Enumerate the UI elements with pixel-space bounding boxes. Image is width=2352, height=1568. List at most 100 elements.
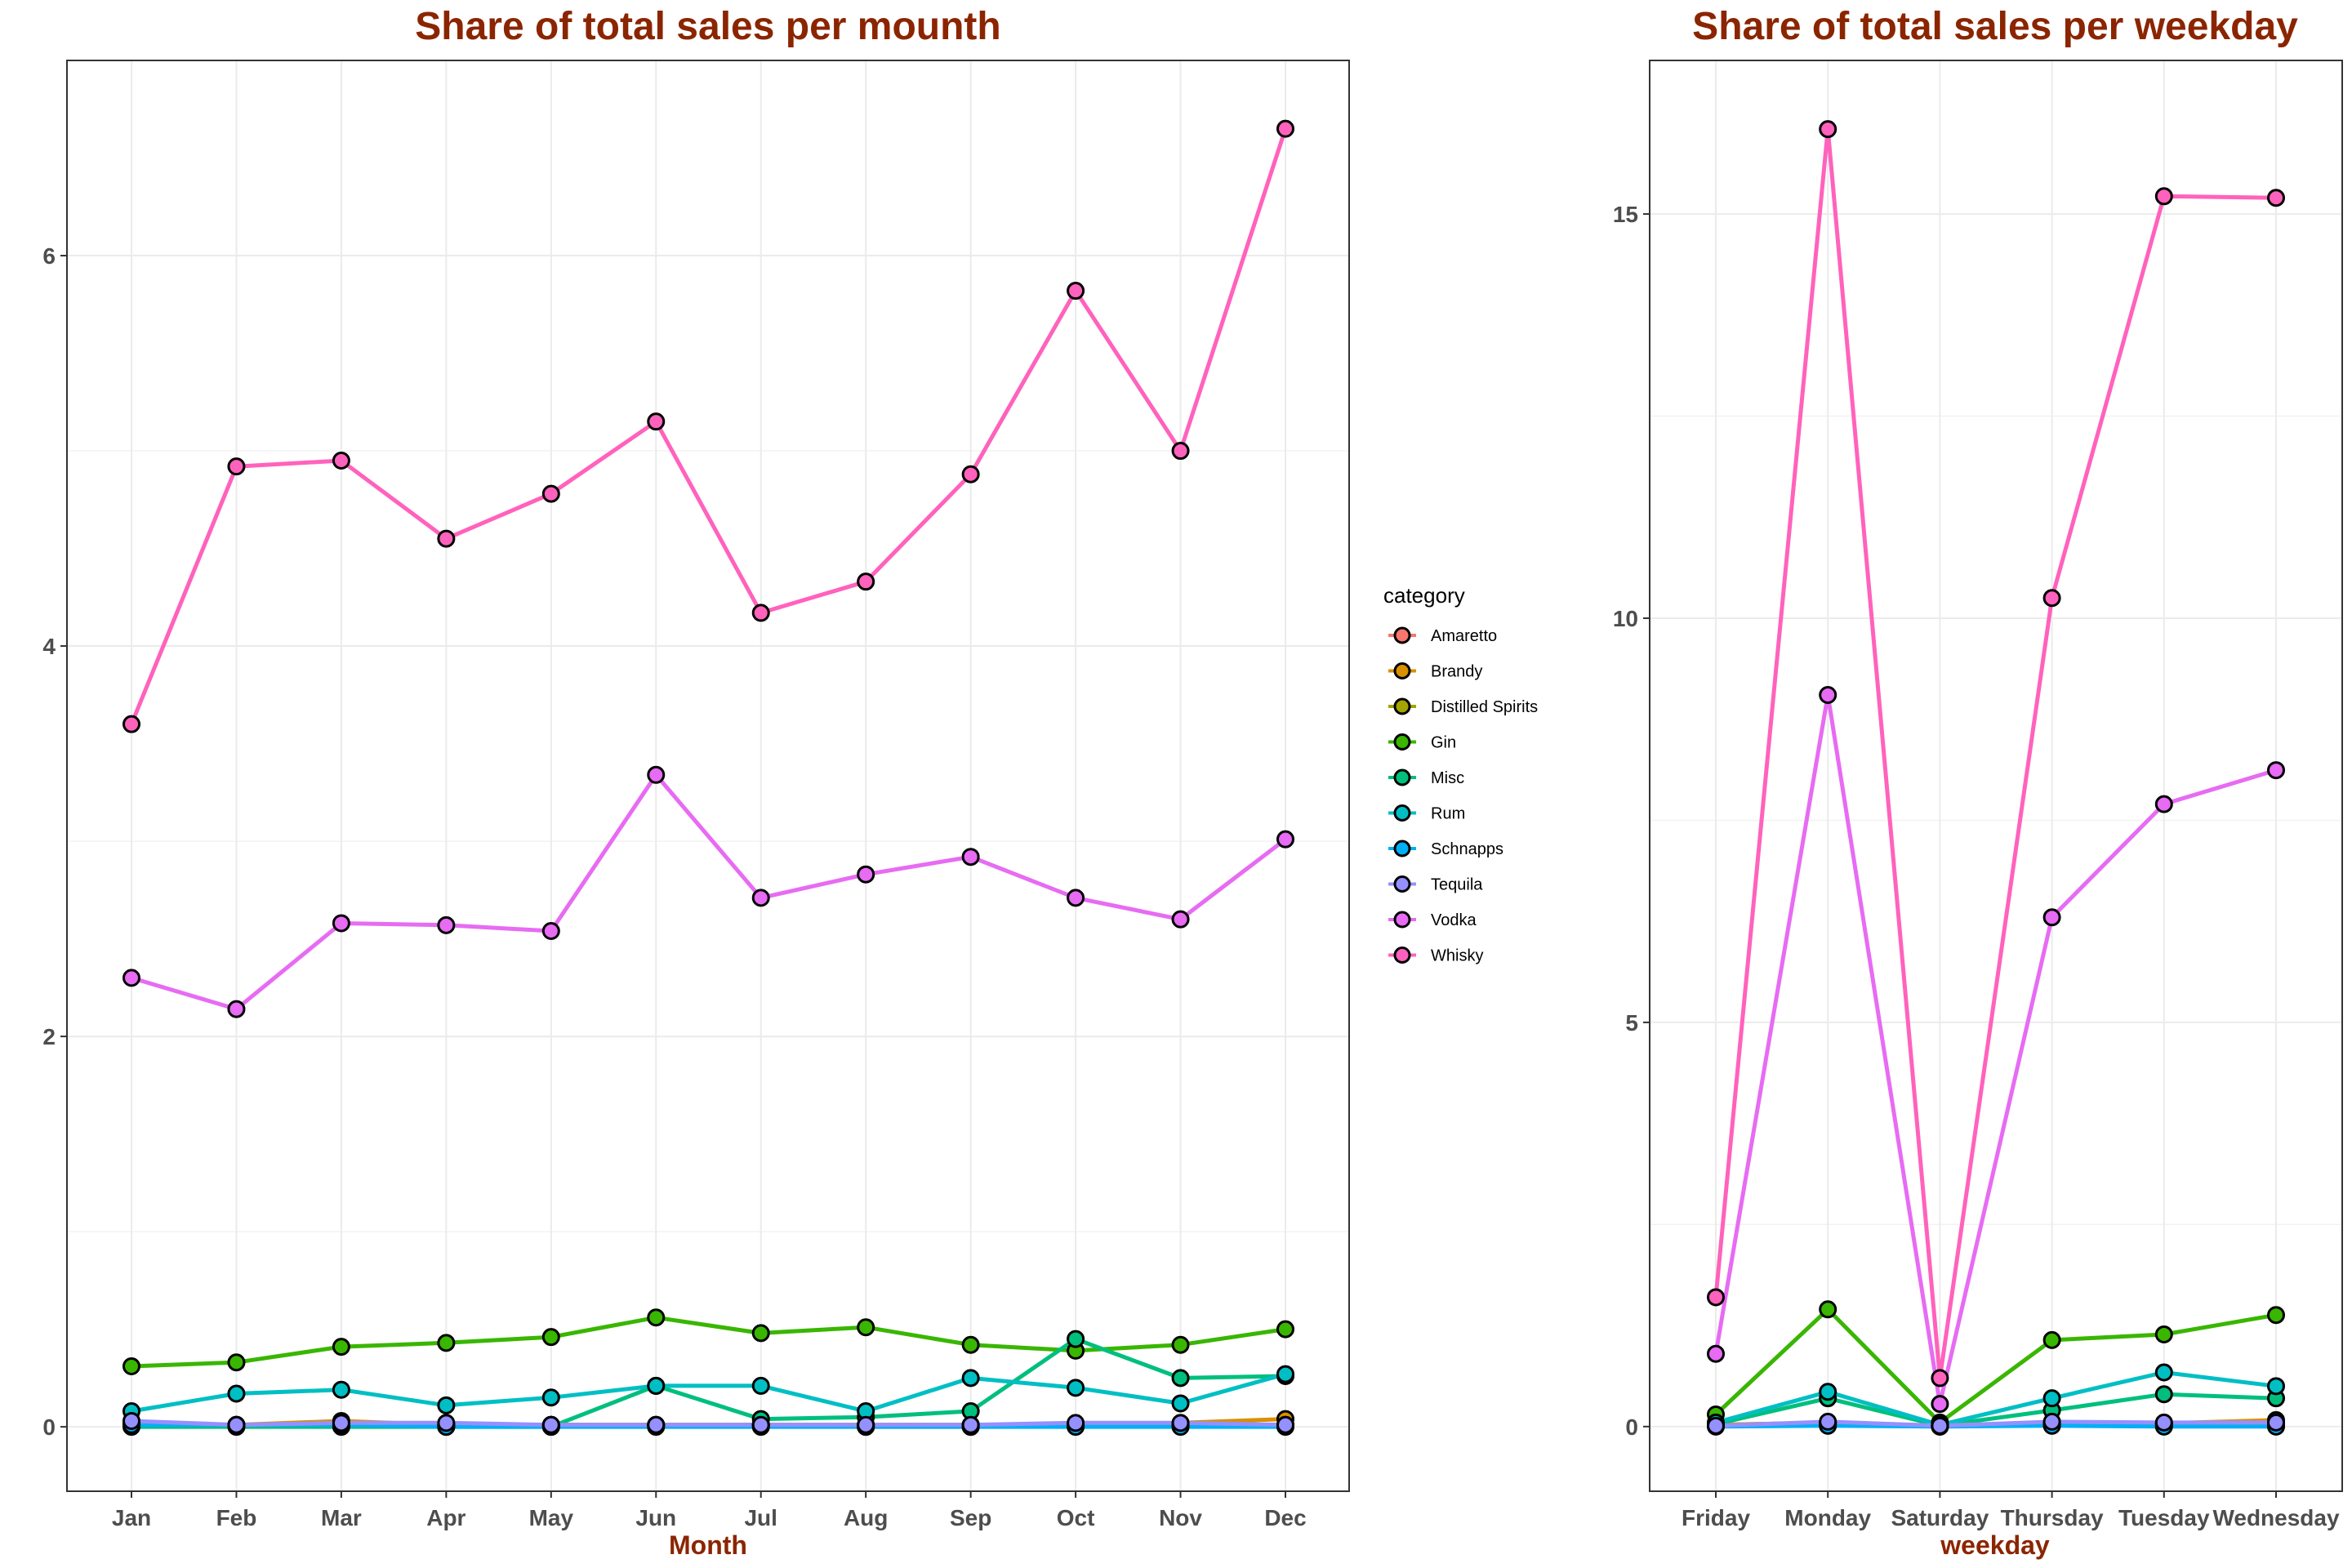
data-point-gin <box>541 1328 560 1347</box>
data-point-whisky <box>1276 119 1294 138</box>
data-point-tequila <box>1067 1414 1085 1432</box>
data-point-whisky <box>1707 1288 1725 1307</box>
data-point-gin <box>227 1353 246 1372</box>
data-point-whisky <box>541 484 560 503</box>
data-point-whisky <box>1067 282 1085 301</box>
legend-item-schnapps: Schnapps <box>1388 840 1503 858</box>
series-lines-monthly <box>129 127 1288 1429</box>
data-point-whisky <box>1819 120 1838 139</box>
data-point-whisky <box>227 457 246 476</box>
y-axis-monthly: 0 2 4 6 <box>42 243 67 1440</box>
data-point-gin <box>751 1324 770 1343</box>
x-axis-label-weekday: weekday <box>1940 1530 2050 1560</box>
legend-item-rum: Rum <box>1388 804 1465 823</box>
data-point-vodka <box>647 765 666 784</box>
x-axis-monthly: Jan Feb Mar Apr May Jun Jul Aug Sep Oct Nov Dec <box>112 1491 1307 1530</box>
data-point-tequila <box>1276 1415 1294 1434</box>
data-point-whisky <box>1171 442 1190 461</box>
data-point-tequila <box>2042 1412 2061 1431</box>
data-point-rum <box>2154 1363 2173 1382</box>
x-tick-label: Friday <box>1682 1505 1750 1530</box>
data-point-rum <box>541 1388 560 1407</box>
data-point-gin <box>437 1334 456 1352</box>
data-point-whisky <box>751 604 770 622</box>
data-point-gin <box>1276 1320 1294 1339</box>
legend-marker <box>1393 768 1411 786</box>
series-line-gin <box>131 1315 1286 1369</box>
series-points-monthly <box>122 119 1294 1437</box>
y-axis-weekday: 0 5 10 15 <box>1613 202 1650 1440</box>
x-tick-label: Monday <box>1784 1505 1871 1530</box>
data-point-whisky <box>2154 187 2173 206</box>
legend-marker <box>1393 662 1411 679</box>
legend-marker <box>1393 697 1411 715</box>
x-tick-label: Aug <box>844 1505 888 1530</box>
data-point-vodka <box>1067 889 1085 907</box>
data-point-vodka <box>1931 1395 1949 1414</box>
legend-title: category <box>1383 583 1465 608</box>
legend-items: Amaretto Brandy Distilled Spirits Gin Misc Ru… <box>1388 626 1538 965</box>
data-point-tequila <box>122 1411 140 1430</box>
series-line-tequila <box>131 1419 1286 1428</box>
data-point-rum <box>647 1376 666 1395</box>
data-point-whisky <box>2042 589 2061 608</box>
data-point-tequila <box>1707 1416 1725 1435</box>
x-tick-label: Jan <box>112 1505 151 1530</box>
data-point-rum <box>1819 1383 1838 1401</box>
legend-item-distilled-spirits: Distilled Spirits <box>1388 697 1538 716</box>
data-point-tequila <box>227 1415 246 1434</box>
series-line-whisky <box>1713 127 2277 1380</box>
data-point-tequila <box>647 1415 666 1434</box>
legend-marker <box>1393 733 1411 751</box>
data-point-gin <box>1171 1335 1190 1354</box>
data-point-gin <box>332 1338 350 1356</box>
data-point-whisky <box>1931 1369 1949 1388</box>
legend-label: Amaretto <box>1431 627 1497 645</box>
legend-label: Tequila <box>1431 876 1483 894</box>
data-point-vodka <box>857 865 875 884</box>
series-line-misc <box>1715 1392 2277 1428</box>
series-points-weekday <box>1707 120 2285 1436</box>
data-point-misc <box>1171 1369 1190 1388</box>
plot-border-monthly <box>66 60 1350 1492</box>
series-line-tequila <box>1715 1419 2276 1428</box>
data-point-gin <box>2154 1325 2173 1343</box>
legend-marker <box>1393 875 1411 893</box>
data-point-vodka <box>227 1000 246 1018</box>
series-line-whisky <box>129 127 1288 725</box>
series-line-gin <box>1714 1307 2277 1425</box>
data-point-misc <box>2154 1385 2173 1404</box>
data-point-rum <box>2267 1377 2285 1396</box>
legend-item-gin: Gin <box>1388 733 1456 752</box>
data-point-vodka <box>1171 910 1190 929</box>
data-point-tequila <box>332 1414 350 1432</box>
data-point-vodka <box>437 915 456 934</box>
data-point-misc <box>1067 1330 1085 1348</box>
data-point-rum <box>227 1384 246 1403</box>
x-tick-label: Tuesday <box>2118 1505 2210 1530</box>
x-tick-label: Mar <box>321 1505 362 1530</box>
x-tick-label: May <box>529 1505 574 1530</box>
legend-label: Vodka <box>1431 911 1477 929</box>
data-point-tequila <box>541 1415 560 1434</box>
data-point-tequila <box>961 1415 980 1434</box>
data-point-rum <box>1276 1365 1294 1383</box>
legend-item-brandy: Brandy <box>1388 662 1482 681</box>
x-tick-label: Dec <box>1264 1505 1306 1530</box>
legend-label: Misc <box>1431 769 1464 787</box>
data-point-gin <box>2042 1330 2061 1349</box>
data-point-rum <box>2042 1389 2061 1408</box>
legend-marker <box>1393 626 1411 644</box>
data-point-tequila <box>1171 1414 1190 1432</box>
data-point-tequila <box>751 1415 770 1434</box>
data-point-rum <box>961 1369 980 1388</box>
data-point-vodka <box>961 848 980 866</box>
legend-label: Rum <box>1431 805 1465 823</box>
data-point-vodka <box>541 922 560 941</box>
data-point-vodka <box>1707 1344 1725 1363</box>
x-axis-label-monthly: Month <box>669 1530 747 1560</box>
data-point-gin <box>647 1308 666 1327</box>
y-tick-label: 0 <box>1625 1414 1638 1440</box>
data-point-rum <box>751 1376 770 1395</box>
